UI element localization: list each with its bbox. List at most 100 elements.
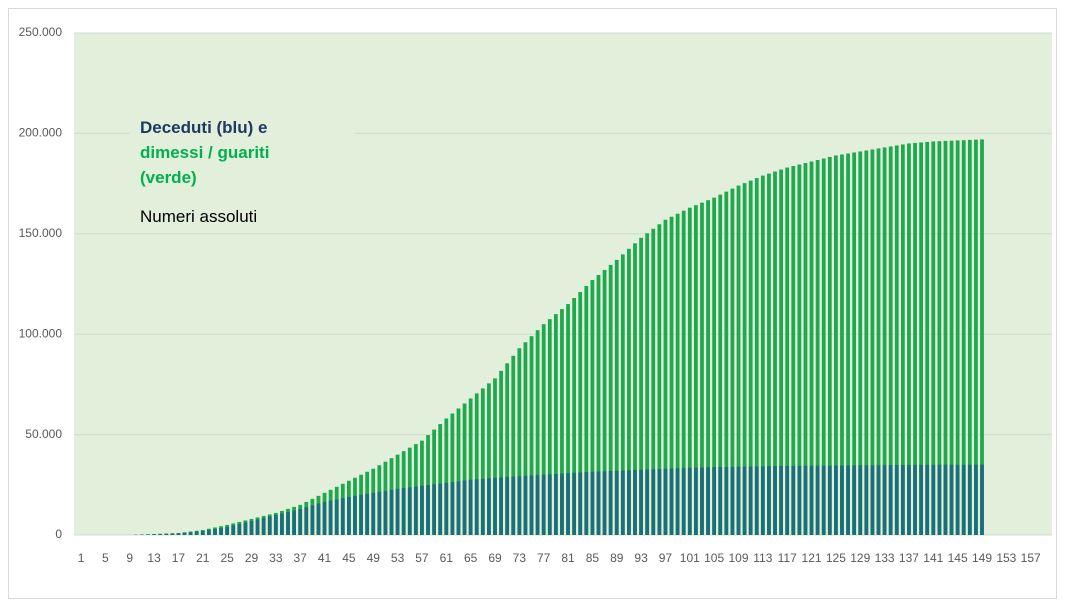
bar bbox=[450, 413, 455, 535]
bar bbox=[462, 403, 467, 535]
x-tick-label: 21 bbox=[196, 551, 210, 565]
bar bbox=[767, 173, 771, 535]
bar bbox=[840, 465, 844, 535]
x-tick-label: 1 bbox=[78, 551, 85, 565]
bar bbox=[547, 319, 552, 535]
bar bbox=[754, 466, 759, 535]
x-tick-label: 49 bbox=[367, 551, 381, 565]
bar bbox=[572, 472, 577, 535]
bar bbox=[261, 517, 266, 535]
bar bbox=[821, 465, 826, 535]
chart-title: dimessi / guariti bbox=[140, 143, 269, 162]
bar bbox=[913, 142, 917, 536]
bar bbox=[627, 248, 631, 536]
x-tick-label: 157 bbox=[1021, 551, 1041, 565]
x-tick-label: 113 bbox=[753, 551, 772, 565]
bar bbox=[578, 472, 583, 535]
bar bbox=[286, 511, 290, 535]
bar bbox=[590, 279, 595, 535]
bar bbox=[943, 464, 948, 535]
bar bbox=[517, 476, 522, 535]
bar bbox=[657, 224, 662, 535]
bar bbox=[292, 510, 296, 535]
x-tick-label: 61 bbox=[440, 551, 454, 565]
bar bbox=[608, 264, 613, 535]
bar bbox=[870, 149, 875, 536]
bar bbox=[450, 482, 455, 535]
x-tick-label: 53 bbox=[391, 551, 405, 565]
bar bbox=[651, 469, 656, 535]
bar bbox=[413, 486, 418, 535]
bar bbox=[657, 468, 662, 535]
chart-title: (verde) bbox=[140, 168, 197, 187]
bar bbox=[633, 243, 637, 535]
bar bbox=[487, 383, 491, 535]
bar bbox=[907, 143, 911, 535]
x-tick-label: 73 bbox=[513, 551, 527, 565]
bar bbox=[620, 470, 625, 535]
bar bbox=[614, 470, 619, 535]
x-tick-label: 17 bbox=[172, 551, 186, 565]
bar bbox=[523, 475, 528, 535]
bar bbox=[712, 467, 717, 535]
bar bbox=[773, 171, 777, 535]
bar bbox=[827, 156, 832, 535]
chart-title: Deceduti (blu) e bbox=[140, 118, 268, 137]
bar bbox=[888, 146, 893, 535]
bar bbox=[596, 471, 601, 535]
bar bbox=[389, 489, 394, 535]
x-tick-label: 41 bbox=[318, 551, 332, 565]
x-tick-label: 33 bbox=[269, 551, 283, 565]
bar bbox=[493, 477, 497, 535]
bar bbox=[730, 466, 735, 535]
bar bbox=[468, 398, 473, 535]
bar bbox=[200, 530, 205, 535]
title-box bbox=[130, 108, 355, 233]
bar bbox=[675, 468, 680, 535]
bar bbox=[170, 533, 175, 535]
bar bbox=[852, 152, 857, 535]
bar bbox=[614, 259, 619, 535]
bar bbox=[590, 471, 595, 535]
bar bbox=[773, 466, 777, 535]
bar bbox=[919, 142, 924, 535]
bar bbox=[225, 526, 230, 535]
bar bbox=[736, 466, 741, 535]
x-tick-label: 89 bbox=[610, 551, 624, 565]
y-tick-label: 200.000 bbox=[19, 126, 63, 140]
bar bbox=[894, 145, 899, 535]
bar bbox=[499, 477, 503, 535]
bar bbox=[627, 470, 631, 535]
bar bbox=[474, 479, 479, 535]
bar bbox=[967, 464, 972, 535]
bar bbox=[840, 154, 844, 535]
bar bbox=[529, 336, 534, 535]
bar bbox=[438, 483, 443, 535]
bar bbox=[681, 210, 686, 535]
bar bbox=[395, 488, 400, 535]
bar bbox=[925, 464, 930, 535]
bar bbox=[176, 533, 181, 535]
bar bbox=[815, 465, 820, 535]
bar bbox=[371, 492, 376, 535]
bar bbox=[158, 534, 163, 535]
bar bbox=[432, 484, 437, 535]
bar bbox=[675, 213, 680, 535]
bar bbox=[724, 191, 729, 535]
bar bbox=[541, 474, 546, 535]
bar bbox=[700, 467, 704, 535]
bar bbox=[493, 378, 497, 535]
bar bbox=[937, 464, 942, 535]
bar bbox=[718, 467, 723, 535]
bar bbox=[882, 147, 887, 535]
x-tick-label: 105 bbox=[704, 551, 724, 565]
bar bbox=[560, 309, 564, 535]
bar bbox=[748, 180, 753, 535]
bar bbox=[846, 153, 850, 536]
bar bbox=[523, 342, 528, 535]
bar bbox=[407, 487, 412, 535]
bar bbox=[584, 286, 589, 535]
bar bbox=[462, 480, 467, 535]
bar bbox=[602, 269, 607, 535]
x-tick-label: 45 bbox=[342, 551, 356, 565]
